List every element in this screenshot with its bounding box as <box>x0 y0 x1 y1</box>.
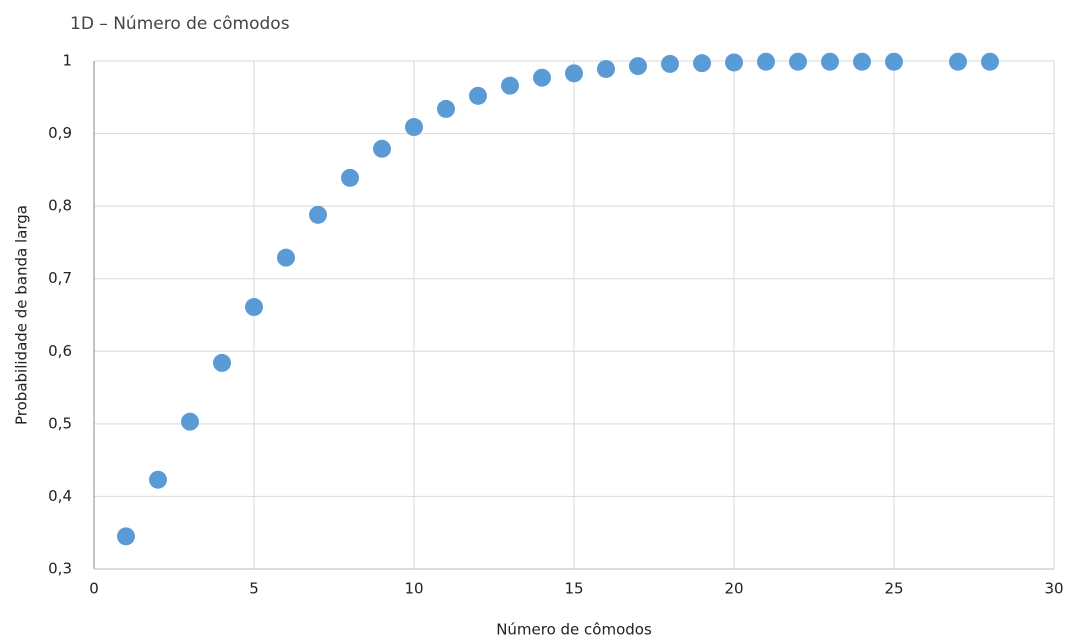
y-axis-label: Probabilidade de banda larga <box>13 205 31 425</box>
point <box>533 68 551 87</box>
x-tick-label: 20 <box>724 580 743 598</box>
y-tick-label: 0,9 <box>48 124 72 142</box>
point <box>245 298 263 317</box>
x-tick-label: 30 <box>1044 580 1063 598</box>
y-tick-label: 0,7 <box>48 269 72 287</box>
point <box>405 118 423 137</box>
point <box>277 248 295 267</box>
point <box>693 54 711 73</box>
point <box>757 52 775 71</box>
point <box>341 168 359 187</box>
y-tick-label: 0,6 <box>48 342 72 360</box>
x-tick-label: 5 <box>249 580 259 598</box>
point <box>149 470 167 489</box>
chart-title: 1D – Número de cômodos <box>70 14 290 34</box>
point <box>437 99 455 118</box>
y-tick-label: 1 <box>62 52 72 70</box>
y-tick-label: 0,3 <box>48 560 72 578</box>
point <box>981 52 999 71</box>
point <box>181 412 199 431</box>
point <box>501 76 519 95</box>
x-tick-label: 10 <box>404 580 423 598</box>
y-tick-label: 0,4 <box>48 487 72 505</box>
point <box>213 353 231 372</box>
point <box>565 64 583 83</box>
x-tick-label: 0 <box>89 580 99 598</box>
x-axis-label: Número de cômodos <box>496 621 652 639</box>
point <box>949 52 967 71</box>
point <box>821 52 839 71</box>
y-tick-label: 0,8 <box>48 197 72 215</box>
point <box>597 59 615 78</box>
point <box>629 57 647 76</box>
point <box>725 53 743 72</box>
point <box>373 139 391 158</box>
point <box>117 527 135 546</box>
point <box>789 52 807 71</box>
point <box>853 52 871 71</box>
point <box>309 205 327 224</box>
point <box>661 54 679 73</box>
x-tick-label: 25 <box>884 580 903 598</box>
point <box>469 86 487 105</box>
y-tick-label: 0,5 <box>48 414 72 432</box>
x-tick-label: 15 <box>564 580 583 598</box>
point <box>885 52 903 71</box>
